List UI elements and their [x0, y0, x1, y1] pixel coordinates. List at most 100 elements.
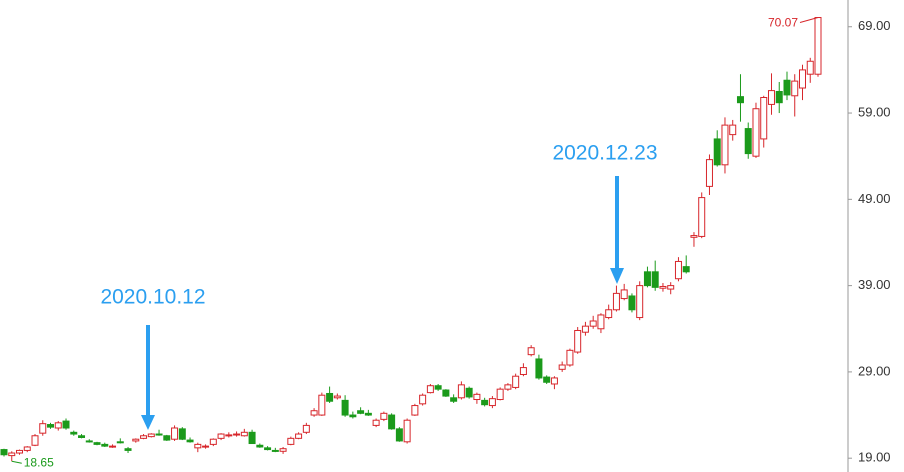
candle-body	[736, 96, 744, 104]
max-leader	[799, 17, 819, 23]
candle-body	[109, 445, 117, 448]
candle-body	[124, 448, 132, 451]
candle-body	[47, 424, 55, 428]
candle-body	[589, 320, 597, 327]
candle-body	[54, 422, 62, 429]
candle-body	[628, 295, 636, 311]
candle-body	[496, 388, 504, 401]
candle-body	[535, 358, 543, 379]
candle-body	[132, 438, 140, 442]
candle-body	[558, 364, 566, 370]
annotation-arrow	[141, 325, 155, 430]
candle-body	[605, 309, 613, 319]
candle-body	[388, 414, 396, 430]
candle-body	[465, 387, 473, 398]
annotation-arrow	[610, 176, 624, 284]
candle-body	[612, 292, 620, 311]
candle-body	[783, 79, 791, 96]
candle-body	[116, 441, 124, 444]
candle-body	[341, 399, 349, 416]
annotation: 2020.12.23	[552, 142, 657, 165]
candle-body	[310, 410, 318, 416]
y-tick-label: 69.00	[858, 18, 891, 33]
candle-body	[798, 69, 806, 89]
candle-body	[326, 392, 334, 402]
candle-body	[264, 447, 272, 451]
candle-body	[651, 271, 659, 288]
candle-body	[744, 128, 752, 155]
candle-body	[713, 138, 721, 166]
candle-body	[775, 90, 783, 104]
annotation: 2020.10.12	[100, 286, 205, 309]
candle-body	[450, 397, 458, 402]
candle-body	[93, 442, 101, 445]
y-tick-label: 59.00	[858, 104, 891, 119]
min-label: 18.65	[24, 455, 54, 469]
candle-body	[248, 431, 256, 445]
candle-body	[442, 389, 450, 397]
candle-body	[597, 314, 605, 330]
candle-body	[752, 108, 760, 157]
candle-body	[814, 17, 822, 75]
candle-body	[519, 367, 527, 375]
candle-body	[527, 347, 535, 356]
candle-body	[395, 428, 403, 442]
candle-body	[419, 394, 427, 405]
candle-body	[674, 260, 682, 280]
y-tick-label: 39.00	[858, 277, 891, 292]
candle-body	[698, 197, 706, 237]
candle-body	[636, 285, 644, 319]
min-leader	[11, 460, 22, 464]
candle-body	[403, 419, 411, 443]
candle-body	[380, 412, 388, 420]
candle-body	[233, 433, 241, 436]
candle-body	[643, 271, 651, 287]
candle-body	[705, 159, 713, 187]
candle-body	[31, 435, 39, 446]
candle-body	[202, 445, 210, 448]
candle-body	[333, 395, 341, 399]
candle-body	[101, 443, 109, 447]
candle-body	[667, 285, 675, 290]
y-tick-label: 29.00	[858, 363, 891, 378]
candle-body	[240, 431, 248, 437]
candle-body	[287, 437, 295, 445]
candle-body	[574, 329, 582, 353]
candle-body	[760, 97, 768, 140]
candle-body	[16, 449, 24, 454]
candle-body	[318, 394, 326, 416]
candle-body	[302, 424, 310, 433]
candle-body	[512, 375, 520, 388]
candle-body	[39, 423, 47, 434]
candle-body	[543, 376, 551, 383]
candle-body	[171, 427, 179, 440]
candle-body	[279, 448, 287, 452]
candle-body	[0, 449, 8, 456]
candle-body	[178, 428, 186, 440]
candle-body	[620, 289, 628, 300]
candle-body	[194, 443, 202, 449]
candle-body	[682, 266, 690, 273]
candle-body	[163, 435, 171, 441]
candle-body	[209, 438, 217, 445]
candle-body	[434, 385, 442, 390]
candle-body	[62, 420, 70, 429]
candle-body	[186, 439, 194, 443]
candle-body	[78, 435, 86, 438]
candle-body	[767, 90, 775, 105]
candle-body	[659, 285, 667, 289]
candle-body	[488, 398, 496, 407]
y-tick-label: 19.00	[858, 450, 891, 465]
candle-body	[155, 433, 163, 436]
candle-body	[481, 399, 489, 406]
candle-body	[8, 452, 16, 457]
candle-body	[70, 431, 78, 435]
candle-body	[364, 412, 372, 416]
candle-body	[581, 325, 589, 333]
candle-body	[256, 444, 264, 448]
candle-body	[721, 124, 729, 166]
candle-body	[550, 377, 558, 385]
candle-body	[411, 405, 419, 416]
